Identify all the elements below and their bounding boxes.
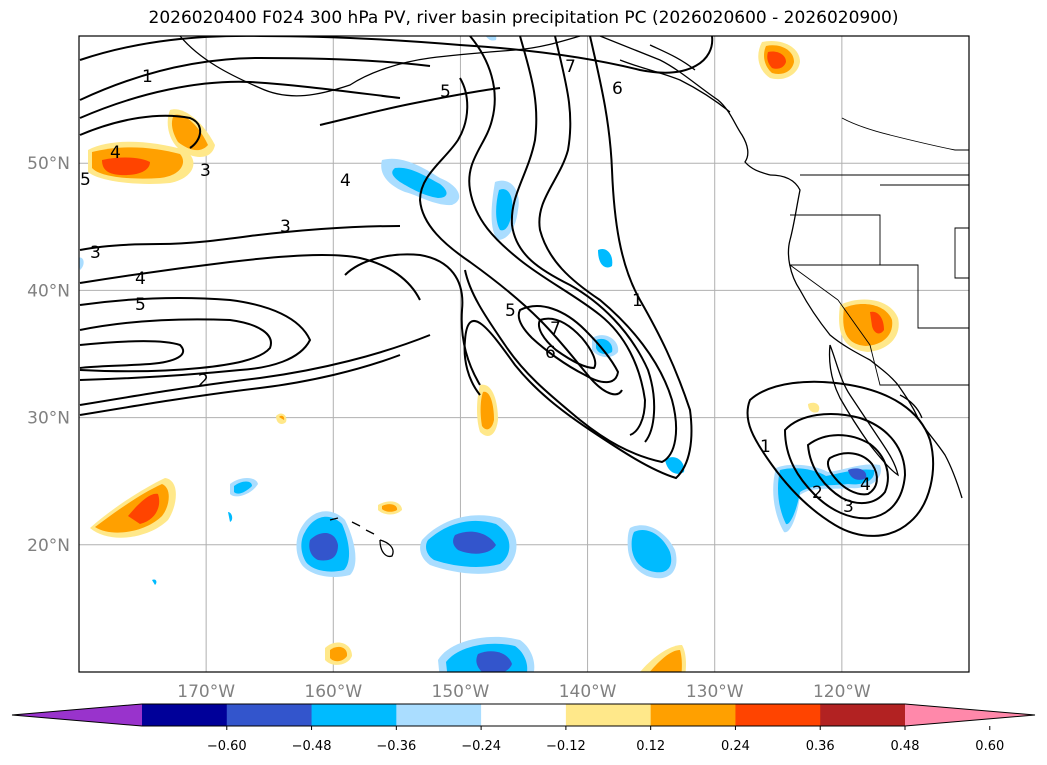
west-coast — [769, 174, 963, 499]
contour-label: 1 — [632, 291, 643, 311]
contour-label: 3 — [843, 497, 854, 517]
lon-tick-label: 150°W — [432, 682, 490, 702]
colorbar-segment — [481, 704, 567, 726]
lon-tick-label: 130°W — [686, 682, 744, 702]
colorbar: −0.60 −0.48 −0.36 −0.24 −0.12 0.12 0.24 0.36 0.4… — [11, 703, 1036, 754]
lon-tick-label: 120°W — [813, 682, 871, 702]
lat-tick-label: 20°N — [27, 536, 70, 556]
map-frame — [78, 35, 970, 673]
contour-label: 1 — [142, 67, 153, 87]
contour-label: 5 — [80, 170, 91, 190]
colorbar-segment — [820, 704, 906, 726]
lat-tick-label: 30°N — [27, 409, 70, 429]
colorbar-tick-label: −0.48 — [292, 739, 332, 754]
contour-label: 3 — [200, 161, 211, 181]
colorbar-extend-max — [905, 704, 1035, 726]
contour-label: 2 — [198, 371, 209, 391]
colorbar-tick-label: −0.24 — [461, 739, 501, 754]
colorbar-segment — [142, 704, 228, 726]
colorbar-tick-label: 0.24 — [721, 739, 750, 754]
lat-tick-label: 40°N — [27, 281, 70, 301]
contour-label: 5 — [505, 301, 516, 321]
colorbar-tick-label: 0.48 — [891, 739, 920, 754]
contour-label: 5 — [135, 295, 146, 315]
contour-label: 6 — [612, 79, 623, 99]
contour-label: 1 — [760, 437, 771, 457]
contour-label: 4 — [135, 269, 146, 289]
colorbar-extend-min — [12, 704, 142, 726]
colorbar-tick-label: −0.12 — [546, 739, 586, 754]
colorbar-tick-label: −0.36 — [376, 739, 416, 754]
colorbar-segment — [650, 704, 736, 726]
lon-tick-label: 160°W — [304, 682, 362, 702]
contour-label: 7 — [550, 319, 561, 339]
contour-label: 4 — [110, 143, 121, 163]
contour-label: 7 — [565, 57, 576, 77]
contour-1 — [79, 36, 714, 74]
colorbar-tick-label: 0.12 — [636, 739, 665, 754]
contour-label: 3 — [280, 217, 291, 237]
colorbar-tick-label: 0.60 — [975, 739, 1004, 754]
lat-tick-label: 50°N — [27, 154, 70, 174]
contour-labels: 1 4 3 5 5 4 3 3 4 5 2 7 6 5 7 6 1 1 2 3 … — [80, 57, 871, 517]
contour-label: 3 — [90, 243, 101, 263]
longitude-labels: 170°W 160°W 150°W 140°W 130°W 120°W — [177, 682, 871, 702]
colorbar-segment — [565, 704, 652, 726]
colorbar-outline — [11, 703, 1036, 727]
contour-label: 2 — [812, 483, 823, 503]
latitude-labels: 50°N 40°N 30°N 20°N — [27, 154, 70, 556]
map-background — [79, 36, 969, 672]
lon-tick-label: 140°W — [559, 682, 617, 702]
colorbar-tick-label: −0.60 — [207, 739, 247, 754]
lon-tick-label: 170°W — [177, 682, 235, 702]
chart-title: 2026020400 F024 300 hPa PV, river basin … — [148, 8, 899, 28]
contour-label: 4 — [340, 171, 351, 191]
colorbar-segment — [311, 704, 397, 726]
contour-label: 4 — [860, 475, 871, 495]
contour-se — [746, 380, 934, 537]
colorbar-segment — [396, 704, 482, 726]
pv-contours — [79, 36, 934, 537]
colorbar-tick-label: 0.36 — [806, 739, 835, 754]
colorbar-segment — [735, 704, 821, 726]
contour-label: 5 — [440, 82, 451, 102]
coastlines — [179, 36, 963, 558]
contour-label: 6 — [545, 343, 556, 363]
colorbar-segment — [226, 704, 313, 726]
political-boundaries — [789, 117, 969, 386]
